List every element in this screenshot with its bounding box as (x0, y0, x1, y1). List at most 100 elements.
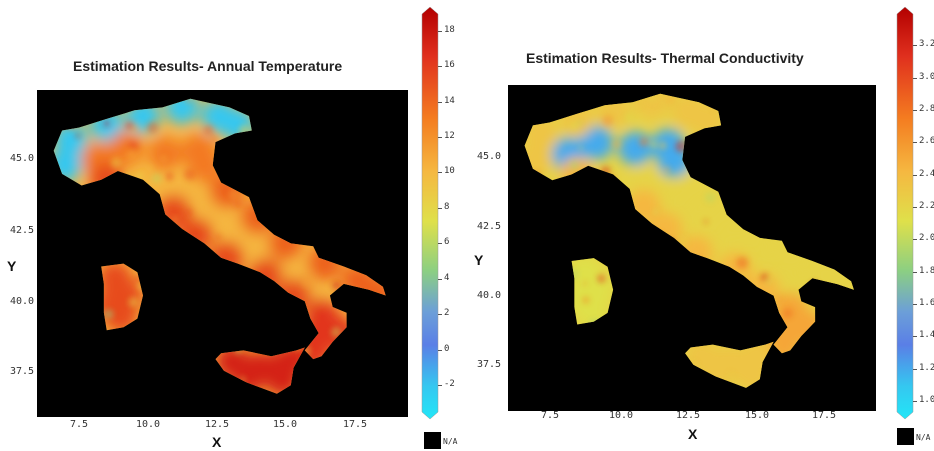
texture-blob (240, 132, 251, 143)
texture-blob (299, 166, 308, 175)
texture-blob (274, 160, 282, 168)
colorbar-tick-label: 12 (444, 131, 455, 142)
texture-blob (123, 172, 132, 181)
texture-blob (687, 360, 699, 372)
texture-blob (276, 170, 282, 176)
texture-blob (362, 132, 368, 138)
texture-blob (321, 224, 333, 236)
texture-blob (845, 97, 854, 106)
colorbar-tick-mark (438, 278, 442, 280)
conductivity-map (511, 83, 854, 402)
texture-blob (647, 226, 655, 234)
texture-blob (136, 251, 147, 262)
texture-blob (152, 261, 161, 270)
texture-blob (828, 220, 835, 227)
texture-blob (102, 252, 112, 262)
chart-panel-temperature: Estimation Results- Annual Temperature 4… (7, 6, 458, 450)
texture-blob (824, 157, 834, 167)
value-blob (89, 162, 124, 197)
x-tick-label: 12.5 (205, 419, 230, 430)
texture-blob (183, 208, 193, 218)
texture-blob (769, 221, 775, 227)
texture-blob (294, 85, 305, 96)
texture-blob (329, 354, 336, 361)
texture-blob (148, 365, 159, 376)
texture-blob (56, 226, 60, 230)
texture-blob (549, 239, 558, 248)
na-label: N/A (443, 437, 458, 446)
value-blob (579, 125, 614, 160)
value-blob (596, 93, 631, 128)
texture-blob (42, 169, 49, 176)
texture-blob (542, 373, 551, 382)
texture-blob (242, 334, 254, 346)
texture-blob (828, 342, 834, 348)
texture-blob (595, 228, 601, 234)
colorbar-tick-label: 10 (444, 166, 455, 177)
texture-blob (137, 282, 143, 291)
texture-blob (562, 357, 573, 368)
texture-blob (524, 83, 529, 88)
texture-blob (49, 402, 57, 410)
texture-blob (777, 296, 784, 303)
texture-blob (647, 359, 652, 364)
texture-blob (207, 378, 218, 389)
texture-blob (590, 225, 595, 230)
texture-blob (369, 265, 378, 274)
x-tick-label: 15.0 (745, 410, 770, 421)
texture-blob (682, 257, 687, 262)
texture-blob (560, 364, 565, 369)
texture-blob (596, 364, 601, 369)
texture-blob (785, 90, 792, 97)
value-blob (690, 102, 725, 137)
texture-blob (762, 319, 770, 328)
texture-blob (381, 333, 386, 345)
texture-blob (786, 177, 790, 181)
texture-blob (190, 87, 197, 94)
texture-blob (125, 194, 133, 202)
texture-blob (101, 352, 110, 360)
texture-blob (40, 236, 49, 245)
texture-blob (207, 313, 214, 320)
texture-blob (624, 208, 631, 215)
texture-blob (591, 185, 596, 190)
texture-blob (668, 273, 678, 283)
texture-blob (747, 133, 758, 144)
texture-blob (800, 379, 811, 390)
texture-blob (657, 387, 666, 396)
texture-blob (737, 338, 744, 345)
colorbar-tick-label: 2.2 (919, 200, 934, 211)
texture-blob (808, 395, 815, 402)
texture-blob (622, 343, 630, 351)
texture-blob (163, 278, 171, 287)
texture-blob (101, 347, 109, 354)
texture-blob (607, 185, 616, 194)
texture-blob (571, 336, 577, 342)
texture-blob (71, 408, 80, 417)
value-blob (268, 226, 303, 261)
texture-blob (533, 170, 542, 179)
texture-blob (207, 315, 218, 326)
texture-blob (726, 83, 731, 88)
texture-blob (843, 245, 852, 255)
texture-blob (134, 321, 143, 331)
texture-blob (336, 108, 348, 119)
texture-blob (240, 376, 246, 383)
texture-blob (234, 200, 242, 208)
texture-blob (61, 348, 74, 360)
texture-blob (524, 224, 530, 236)
texture-blob (347, 350, 353, 356)
colorbar-tick-label: 1.2 (919, 362, 934, 373)
texture-blob (96, 214, 103, 221)
texture-blob (694, 278, 699, 283)
colorbar-tick-mark (913, 336, 917, 338)
texture-blob (625, 251, 630, 256)
texture-blob (62, 187, 68, 193)
texture-blob (165, 172, 174, 181)
texture-blob (328, 87, 337, 96)
texture-blob (511, 143, 519, 151)
y-tick-label: 42.5 (477, 221, 502, 232)
texture-blob (652, 278, 659, 285)
texture-blob (305, 228, 318, 240)
texture-blob (125, 121, 135, 131)
